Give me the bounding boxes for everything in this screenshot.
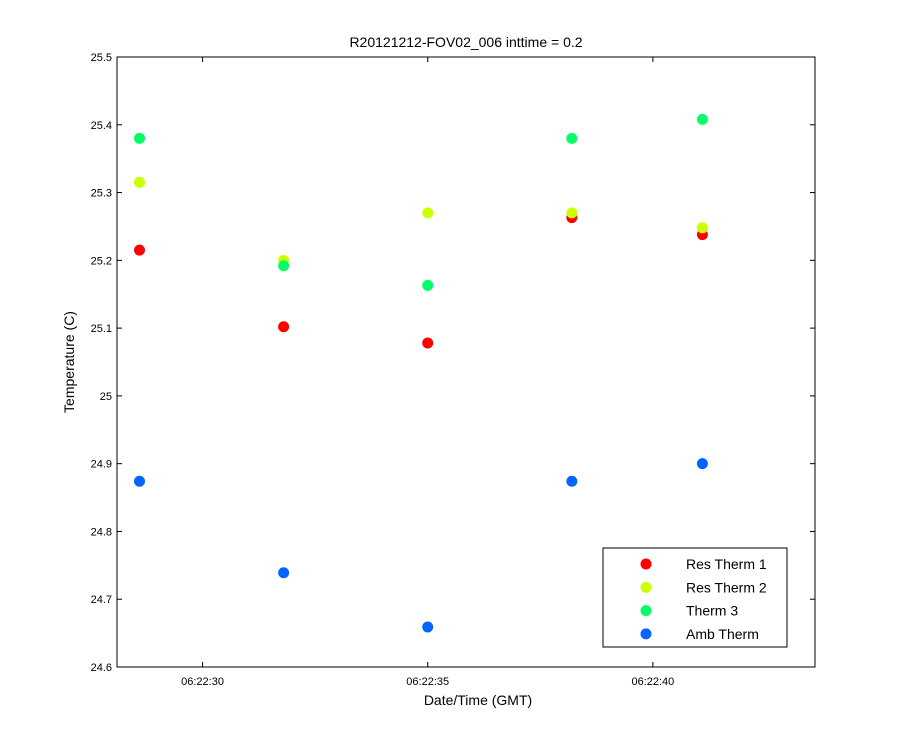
data-point-series-4 — [422, 621, 434, 633]
data-point-series-2 — [566, 207, 578, 219]
legend: Res Therm 1 Res Therm 2 Therm 3 Amb Therm — [602, 547, 788, 648]
chart-title: R20121212-FOV02_006 inttime = 0.2 — [349, 34, 582, 50]
y-tick-label: 25 — [100, 391, 112, 403]
y-axis-title: Temperature (C) — [61, 311, 77, 413]
y-tick-label: 24.9 — [91, 459, 112, 471]
data-point-series-3 — [696, 113, 708, 125]
data-point-series-4 — [134, 475, 146, 487]
data-point-series-3 — [422, 279, 434, 291]
x-axis: 06:22:30 06:22:35 06:22:40 — [181, 57, 674, 688]
y-tick-label: 25.3 — [91, 188, 112, 200]
x-tick-label: 06:22:35 — [406, 676, 449, 688]
y-tick-label: 24.6 — [91, 662, 112, 674]
legend-box — [602, 547, 788, 648]
data-point-series-3 — [278, 260, 290, 272]
data-point-series-4 — [278, 567, 290, 579]
legend-label: Amb Therm — [686, 626, 759, 642]
legend-label: Therm 3 — [686, 603, 738, 619]
data-point-series-2 — [134, 176, 146, 188]
x-axis-title: Date/Time (GMT) — [424, 692, 532, 708]
data-point-series-4 — [696, 458, 708, 470]
legend-marker — [640, 628, 652, 640]
data-point-series-3 — [134, 132, 146, 144]
y-axis: 24.6 24.7 24.8 24.9 25 25.1 25.2 25.3 25.4 25.5 — [91, 52, 815, 674]
data-point-series-4 — [566, 475, 578, 487]
data-point-series-1 — [134, 244, 146, 256]
legend-marker — [640, 558, 652, 570]
x-tick-label: 06:22:30 — [181, 676, 224, 688]
y-tick-label: 24.7 — [91, 594, 112, 606]
data-points — [134, 113, 708, 633]
x-tick-label: 06:22:40 — [631, 676, 674, 688]
legend-label: Res Therm 2 — [686, 579, 767, 595]
data-point-series-2 — [696, 222, 708, 234]
data-point-series-1 — [422, 337, 434, 349]
y-tick-label: 25.1 — [91, 323, 112, 335]
data-point-series-3 — [566, 132, 578, 144]
legend-marker — [640, 605, 652, 617]
legend-label: Res Therm 1 — [686, 556, 767, 572]
data-point-series-1 — [278, 321, 290, 333]
y-tick-label: 25.5 — [91, 52, 112, 64]
y-tick-label: 25.2 — [91, 255, 112, 267]
y-tick-label: 24.8 — [91, 526, 112, 538]
legend-marker — [640, 581, 652, 593]
data-point-series-2 — [422, 207, 434, 219]
y-tick-label: 25.4 — [91, 120, 112, 132]
